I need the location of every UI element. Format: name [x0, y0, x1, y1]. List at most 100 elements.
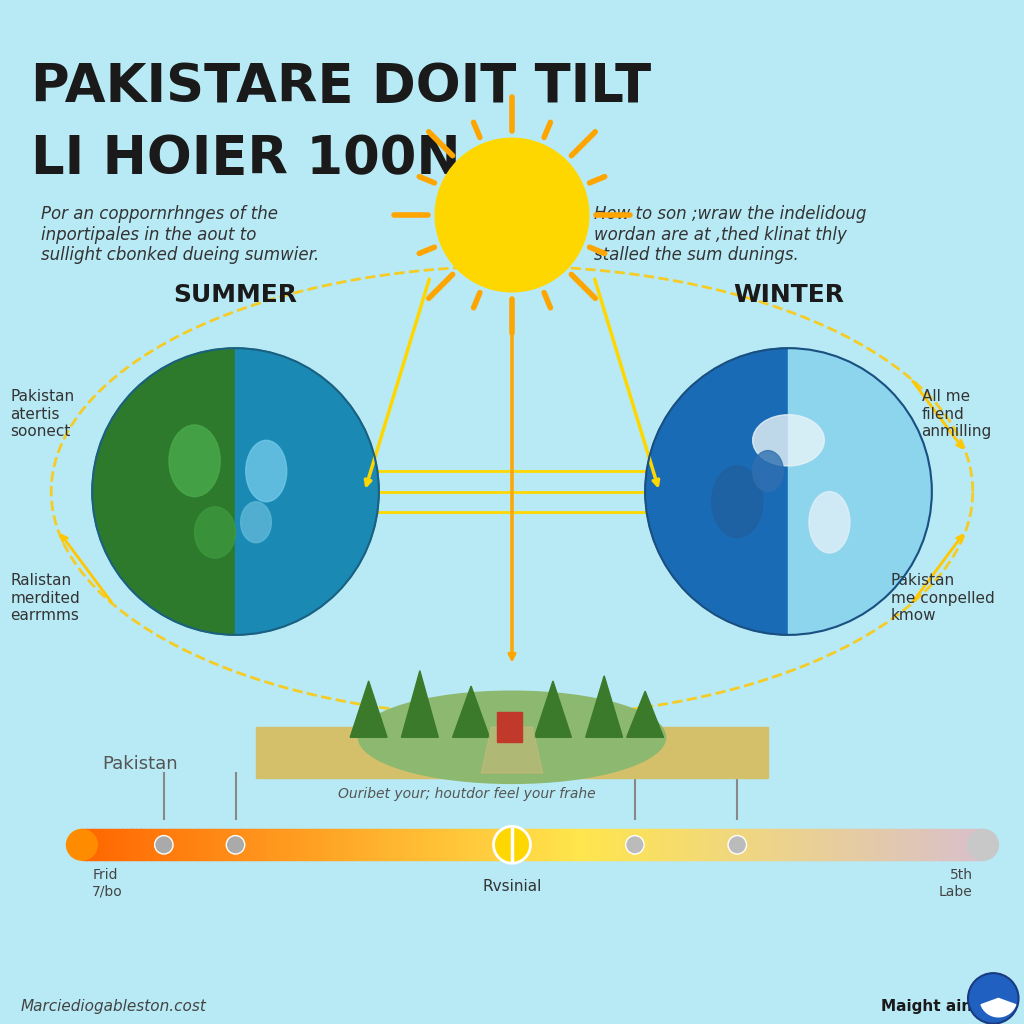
- Text: Rvsinial: Rvsinial: [482, 879, 542, 894]
- Wedge shape: [981, 998, 1016, 1017]
- Circle shape: [226, 836, 245, 854]
- Text: PAKISTARE DOIT TILT: PAKISTARE DOIT TILT: [31, 61, 651, 114]
- FancyBboxPatch shape: [591, 829, 597, 860]
- FancyBboxPatch shape: [942, 829, 948, 860]
- FancyBboxPatch shape: [456, 829, 462, 860]
- FancyBboxPatch shape: [190, 829, 196, 860]
- FancyBboxPatch shape: [744, 829, 750, 860]
- FancyBboxPatch shape: [91, 829, 96, 860]
- FancyBboxPatch shape: [285, 829, 290, 860]
- FancyBboxPatch shape: [343, 829, 349, 860]
- FancyBboxPatch shape: [424, 829, 430, 860]
- FancyBboxPatch shape: [163, 829, 169, 860]
- FancyBboxPatch shape: [546, 829, 552, 860]
- FancyBboxPatch shape: [469, 829, 475, 860]
- FancyBboxPatch shape: [861, 829, 867, 860]
- Ellipse shape: [246, 440, 287, 502]
- FancyBboxPatch shape: [636, 829, 642, 860]
- FancyBboxPatch shape: [258, 829, 263, 860]
- Ellipse shape: [169, 425, 220, 497]
- FancyBboxPatch shape: [375, 829, 380, 860]
- FancyBboxPatch shape: [208, 829, 214, 860]
- FancyBboxPatch shape: [915, 829, 921, 860]
- FancyBboxPatch shape: [339, 829, 344, 860]
- Text: Pakistan
atertis
soonect: Pakistan atertis soonect: [10, 389, 75, 439]
- FancyBboxPatch shape: [249, 829, 254, 860]
- FancyBboxPatch shape: [799, 829, 804, 860]
- FancyBboxPatch shape: [776, 829, 781, 860]
- FancyBboxPatch shape: [127, 829, 132, 860]
- FancyBboxPatch shape: [303, 829, 308, 860]
- FancyBboxPatch shape: [172, 829, 177, 860]
- FancyBboxPatch shape: [600, 829, 605, 860]
- FancyBboxPatch shape: [361, 829, 367, 860]
- FancyBboxPatch shape: [474, 829, 479, 860]
- FancyBboxPatch shape: [262, 829, 267, 860]
- FancyBboxPatch shape: [780, 829, 785, 860]
- FancyBboxPatch shape: [835, 829, 840, 860]
- FancyBboxPatch shape: [920, 829, 926, 860]
- FancyBboxPatch shape: [839, 829, 845, 860]
- FancyBboxPatch shape: [199, 829, 205, 860]
- FancyBboxPatch shape: [573, 829, 579, 860]
- FancyBboxPatch shape: [433, 829, 439, 860]
- Ellipse shape: [753, 451, 783, 492]
- FancyBboxPatch shape: [316, 829, 322, 860]
- Polygon shape: [627, 691, 664, 737]
- FancyBboxPatch shape: [559, 829, 565, 860]
- FancyBboxPatch shape: [429, 829, 434, 860]
- Polygon shape: [586, 676, 623, 737]
- FancyBboxPatch shape: [893, 829, 898, 860]
- FancyBboxPatch shape: [911, 829, 916, 860]
- FancyBboxPatch shape: [623, 829, 628, 860]
- FancyBboxPatch shape: [497, 712, 522, 742]
- FancyBboxPatch shape: [497, 829, 502, 860]
- Text: Frid
7/bo: Frid 7/bo: [92, 868, 123, 898]
- FancyBboxPatch shape: [442, 829, 447, 860]
- FancyBboxPatch shape: [321, 829, 327, 860]
- FancyBboxPatch shape: [159, 829, 164, 860]
- FancyBboxPatch shape: [816, 829, 822, 860]
- FancyBboxPatch shape: [596, 829, 601, 860]
- FancyBboxPatch shape: [672, 829, 678, 860]
- FancyBboxPatch shape: [311, 829, 317, 860]
- Text: How to son ;wraw the indelidoug
wordan are at ,thed klinat thly
stalled the sum : How to son ;wraw the indelidoug wordan a…: [594, 205, 866, 264]
- FancyBboxPatch shape: [604, 829, 610, 860]
- Text: WINTER: WINTER: [733, 284, 844, 307]
- FancyBboxPatch shape: [379, 829, 385, 860]
- FancyBboxPatch shape: [925, 829, 930, 860]
- FancyBboxPatch shape: [749, 829, 755, 860]
- FancyBboxPatch shape: [645, 829, 650, 860]
- FancyBboxPatch shape: [519, 829, 524, 860]
- Circle shape: [626, 836, 644, 854]
- Text: Ouribet your; houtdor feel your frahe: Ouribet your; houtdor feel your frahe: [338, 786, 596, 801]
- FancyBboxPatch shape: [681, 829, 687, 860]
- FancyBboxPatch shape: [326, 829, 331, 860]
- FancyBboxPatch shape: [307, 829, 312, 860]
- FancyBboxPatch shape: [542, 829, 547, 860]
- FancyBboxPatch shape: [658, 829, 665, 860]
- FancyBboxPatch shape: [870, 829, 876, 860]
- FancyBboxPatch shape: [487, 829, 493, 860]
- FancyBboxPatch shape: [654, 829, 659, 860]
- Circle shape: [494, 826, 530, 863]
- Circle shape: [968, 973, 1019, 1024]
- FancyBboxPatch shape: [298, 829, 304, 860]
- FancyBboxPatch shape: [114, 829, 119, 860]
- Polygon shape: [350, 681, 387, 737]
- FancyBboxPatch shape: [906, 829, 912, 860]
- FancyBboxPatch shape: [356, 829, 362, 860]
- FancyBboxPatch shape: [947, 829, 952, 860]
- FancyBboxPatch shape: [275, 829, 282, 860]
- FancyBboxPatch shape: [609, 829, 614, 860]
- FancyBboxPatch shape: [731, 829, 736, 860]
- FancyBboxPatch shape: [334, 829, 340, 860]
- FancyBboxPatch shape: [123, 829, 128, 860]
- FancyBboxPatch shape: [866, 829, 871, 860]
- Text: Pakistan
me conpelled
kmow: Pakistan me conpelled kmow: [891, 573, 994, 624]
- FancyBboxPatch shape: [416, 829, 421, 860]
- FancyBboxPatch shape: [767, 829, 772, 860]
- Text: Marciediogableston.cost: Marciediogableston.cost: [20, 998, 207, 1014]
- FancyBboxPatch shape: [758, 829, 763, 860]
- FancyBboxPatch shape: [109, 829, 115, 860]
